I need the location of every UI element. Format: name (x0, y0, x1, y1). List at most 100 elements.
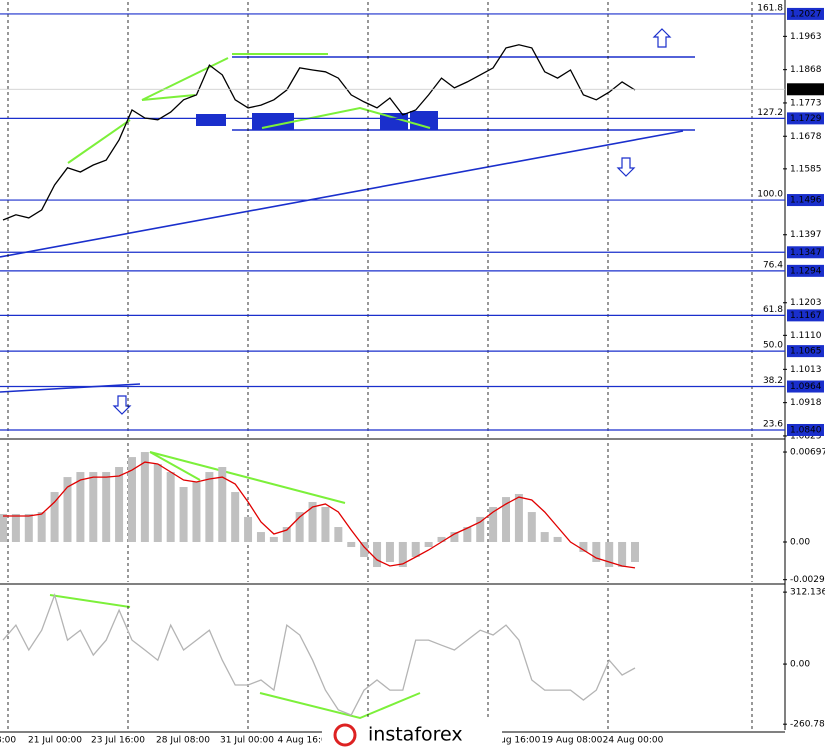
histogram-bar (398, 541, 407, 568)
price-box (787, 264, 824, 277)
histogram-bar (140, 452, 149, 542)
fib-label: 23.6 (763, 419, 783, 429)
level-price: 1.1729 (790, 114, 822, 124)
zone (196, 114, 226, 126)
arrow-up (652, 28, 672, 48)
histogram-bar (411, 541, 420, 557)
histogram-bar (295, 512, 304, 542)
x-tick-label: 23 Jul 16:00 (91, 736, 145, 746)
y-tick-label: -0.00292 (790, 575, 825, 585)
x-tick-label: 31 Jul 00:00 (220, 736, 274, 746)
histogram-bar (605, 541, 614, 568)
histogram-bar (360, 541, 369, 557)
y-tick-label: 1.1868 (790, 65, 822, 75)
x-tick-label: 19 Aug 08:00 (542, 736, 603, 746)
histogram-bar (231, 492, 240, 542)
level-price: 1.0964 (790, 382, 822, 392)
price-box (787, 423, 824, 436)
price-box (787, 7, 824, 20)
histogram-bar (115, 467, 124, 542)
histogram-bar (192, 481, 201, 542)
fib-label: 100.0 (757, 190, 783, 200)
level-price: 1.1496 (790, 196, 822, 206)
level-price: 1.1065 (790, 347, 822, 357)
x-tick-label: 28 Jul 08:00 (156, 736, 210, 746)
y-tick-label: 1.1013 (790, 365, 822, 375)
trendline (0, 130, 684, 258)
y-tick-label: 0.00697 (790, 448, 825, 458)
histogram-bar (463, 527, 472, 542)
divergence-line (141, 57, 229, 101)
y-tick-label: 1.1678 (790, 132, 822, 142)
divergence-line (259, 692, 421, 720)
divergence-line (149, 451, 201, 481)
histogram-bar (553, 536, 562, 542)
price-box (787, 246, 824, 259)
histogram-bar (489, 507, 498, 542)
histogram-bar (166, 472, 175, 542)
series-line (3, 461, 636, 569)
fib-label: 61.8 (763, 305, 783, 315)
price-box (787, 112, 824, 125)
histogram-bar (269, 536, 278, 542)
histogram-bar (256, 532, 265, 542)
x-tick-label: 21 Jul 00:00 (28, 736, 82, 746)
histogram-bar (244, 516, 253, 542)
histogram-bar (11, 513, 20, 542)
current-price-box (787, 83, 824, 96)
watermark: instaforex (368, 724, 463, 746)
fib-label: 161.8 (757, 3, 783, 13)
histogram-bar (76, 472, 85, 542)
price-box (787, 345, 824, 358)
fib-label: 76.4 (763, 260, 783, 270)
histogram-bar (63, 477, 72, 542)
histogram-bar (308, 501, 317, 542)
x-tick-label: 8:00 (0, 736, 16, 746)
histogram-bar (205, 472, 214, 542)
fib-label: 127.2 (757, 108, 783, 118)
histogram-bar (347, 541, 356, 548)
series-line (2, 593, 636, 716)
level-price: 1.1294 (790, 266, 822, 276)
y-tick-label: 1.1773 (790, 98, 822, 108)
histogram-bar (450, 532, 459, 542)
y-tick-label: 1.1397 (790, 230, 822, 240)
divergence-line (67, 119, 131, 164)
histogram-bar (373, 541, 382, 568)
histogram-bar (89, 472, 98, 542)
watermark-logo (333, 723, 357, 747)
price-box (787, 194, 824, 207)
y-tick-label: 1.0823 (790, 431, 822, 441)
histogram-bar (50, 492, 59, 542)
divergence-line (149, 451, 346, 504)
histogram-bar (334, 527, 343, 542)
divergence-line (141, 94, 196, 101)
y-tick-label: 312.1363 (790, 588, 825, 598)
y-tick-label: 1.1585 (790, 164, 822, 174)
arrow-down (616, 157, 636, 177)
divergence-line (261, 106, 431, 129)
trendline (0, 383, 141, 393)
level-price: 1.2027 (790, 9, 822, 19)
histogram-bar (179, 487, 188, 542)
histogram-bar (579, 541, 588, 552)
histogram-bar (592, 541, 601, 562)
histogram-bar (385, 541, 394, 562)
histogram-bar (153, 464, 162, 542)
current-price: 1.1812 (790, 85, 822, 95)
level-price: 1.1167 (790, 311, 822, 321)
y-tick-label: -260.7820 (790, 720, 825, 730)
histogram-bar (476, 516, 485, 542)
histogram-bar (282, 527, 291, 542)
y-tick-label: 1.0918 (790, 398, 822, 408)
histogram-bar (502, 497, 511, 542)
zone (380, 113, 408, 130)
fib-label: 38.2 (763, 376, 783, 386)
level-price: 1.1347 (790, 248, 822, 258)
level-price: 1.0840 (790, 425, 822, 435)
zone (252, 113, 294, 130)
fib-label: 50.0 (763, 341, 783, 351)
y-tick-label: 1.1203 (790, 298, 822, 308)
